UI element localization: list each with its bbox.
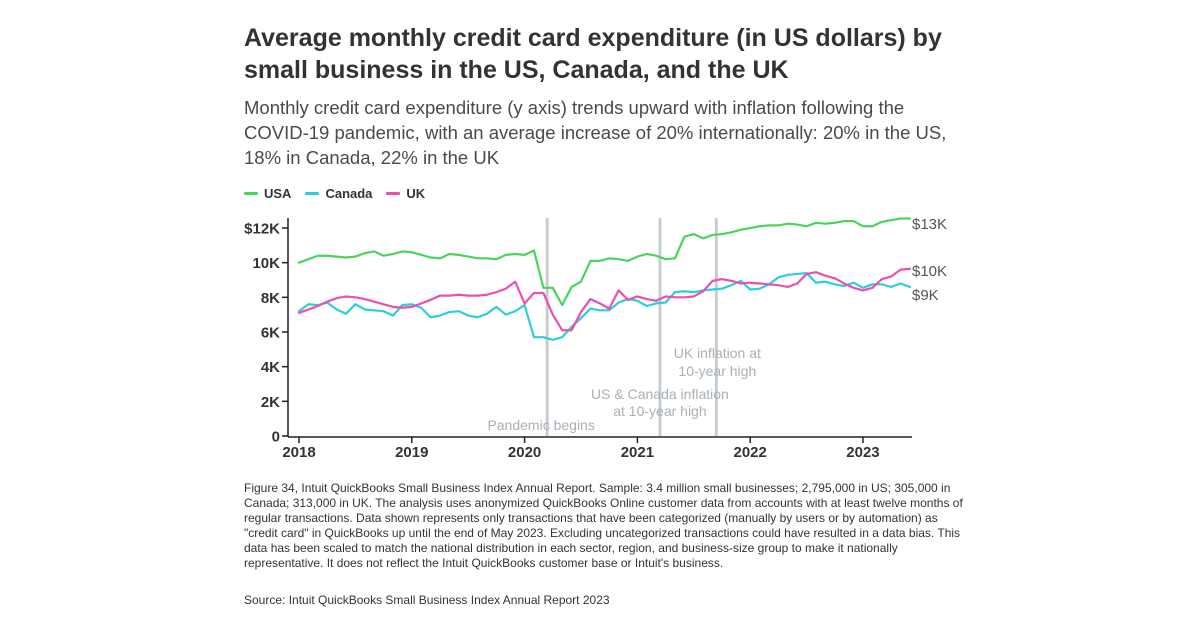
legend-label-canada: Canada <box>325 186 373 201</box>
x-tick-label-5: 2023 <box>846 444 879 461</box>
x-tick-label-0: 2018 <box>282 444 315 461</box>
event-label-1-1: at 10-year high <box>613 403 706 419</box>
event-label-0-0: Pandemic begins <box>487 417 594 433</box>
y-tick-label-2: 4K <box>261 359 280 376</box>
legend-label-uk: UK <box>406 186 426 201</box>
x-tick-label-1: 2019 <box>395 444 428 461</box>
y-tick-label-6: $12K <box>244 221 280 238</box>
x-tick-label-3: 2021 <box>621 444 654 461</box>
series-line-usa <box>297 217 912 307</box>
chart-subtitle: Monthly credit card expenditure (y axis)… <box>244 97 947 168</box>
y-tick-label-5: 10K <box>252 255 280 272</box>
figure-footnote: Figure 34, Intuit QuickBooks Small Busin… <box>244 481 963 570</box>
end-label-canada: $9K <box>912 287 939 304</box>
end-label-uk: $10K <box>912 263 947 280</box>
y-tick-label-1: 2K <box>261 394 280 411</box>
x-tick-label-4: 2022 <box>733 444 766 461</box>
legend: USA Canada UK <box>244 186 439 201</box>
y-tick-label-0: 0 <box>272 429 280 446</box>
y-tick-label-4: 8K <box>261 290 280 307</box>
legend-item-uk: UK <box>386 186 425 201</box>
event-label-1-0: US & Canada inflation <box>591 386 729 402</box>
series-line-uk <box>297 267 912 332</box>
legend-swatch-usa <box>244 192 258 195</box>
event-label-2-0: UK inflation at <box>674 345 761 361</box>
legend-swatch-canada <box>305 192 320 195</box>
legend-item-canada: Canada <box>305 186 372 201</box>
source-note: Source: Intuit QuickBooks Small Business… <box>244 593 610 607</box>
y-tick-label-3: 6K <box>261 325 280 342</box>
event-label-2-1: 10-year high <box>678 363 756 379</box>
legend-label-usa: USA <box>264 186 292 201</box>
legend-item-usa: USA <box>244 186 291 201</box>
x-tick-label-2: 2020 <box>508 444 541 461</box>
legend-swatch-uk <box>386 192 401 195</box>
chart-title: Average monthly credit card expenditure … <box>244 24 942 84</box>
end-label-usa: $13K <box>912 216 947 233</box>
